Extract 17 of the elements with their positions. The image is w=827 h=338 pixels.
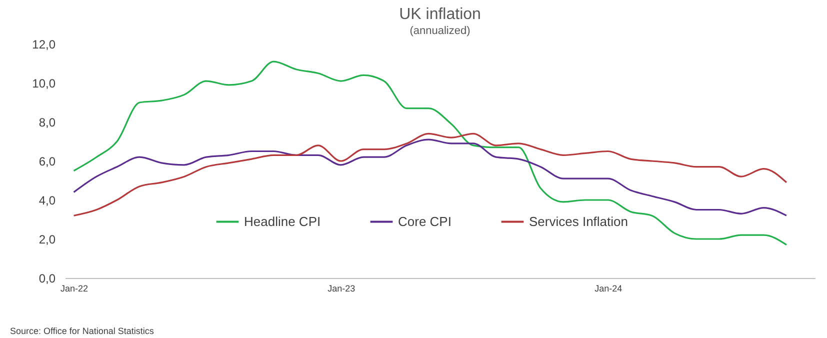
y-tick-label: 4,0 xyxy=(38,194,56,208)
x-tick-label: Jan-24 xyxy=(594,284,622,294)
line-series xyxy=(72,60,788,246)
y-tick-label: 6,0 xyxy=(38,154,56,168)
legend-label: Core CPI xyxy=(398,214,452,229)
y-tick-label: 8,0 xyxy=(38,116,56,130)
y-tick-label: 10,0 xyxy=(32,76,56,90)
y-tick-label: 2,0 xyxy=(38,232,56,246)
y-tick-label: 12,0 xyxy=(32,38,56,52)
chart-subtitle: (annualized) xyxy=(410,25,470,37)
legend-label: Headline CPI xyxy=(244,214,321,229)
x-tick-label: Jan-23 xyxy=(328,284,356,294)
source-note: Source: Office for National Statistics xyxy=(10,326,154,336)
chart-title: UK inflation xyxy=(399,6,481,23)
x-tick-label: Jan-22 xyxy=(60,284,88,294)
legend-label: Services Inflation xyxy=(529,214,628,229)
y-tick-label: 0,0 xyxy=(38,272,56,286)
